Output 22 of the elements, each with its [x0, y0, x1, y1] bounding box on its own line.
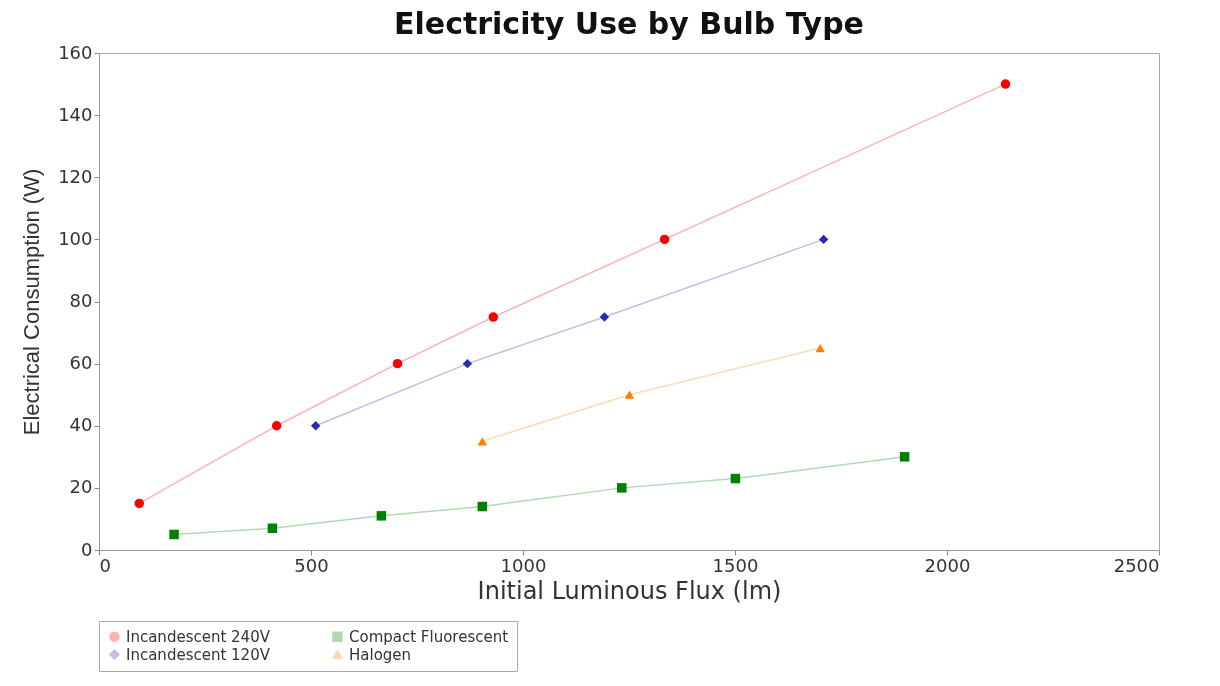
legend-label: Incandescent 240V	[126, 627, 271, 646]
y-tick-label: 100	[58, 227, 93, 249]
y-tick-label: 40	[69, 414, 93, 436]
y-tick-label: 20	[69, 476, 93, 498]
chart-title: Electricity Use by Bulb Type	[394, 6, 864, 41]
x-tick-label: 1000	[500, 554, 547, 576]
legend-label: Compact Fluorescent	[349, 627, 509, 646]
x-tick-label: 2500	[1113, 554, 1160, 576]
x-tick-label: 2000	[924, 554, 971, 576]
y-tick-label: 140	[58, 103, 93, 125]
x-tick-label: 1500	[712, 554, 759, 576]
legend-label: Incandescent 120V	[126, 645, 271, 664]
x-axis-title: Initial Luminous Flux (lm)	[477, 576, 782, 605]
y-axis-title: Electrical Consumption (W)	[19, 168, 45, 436]
y-tick-label: 0	[81, 538, 93, 560]
x-tick-label: 500	[294, 554, 329, 576]
legend-label: Halogen	[349, 645, 412, 664]
y-tick-label: 60	[69, 352, 93, 374]
x-tick-label: 0	[99, 554, 111, 576]
y-tick-label: 120	[58, 165, 93, 187]
y-tick-label: 160	[58, 41, 93, 63]
y-tick-label: 80	[69, 290, 93, 311]
